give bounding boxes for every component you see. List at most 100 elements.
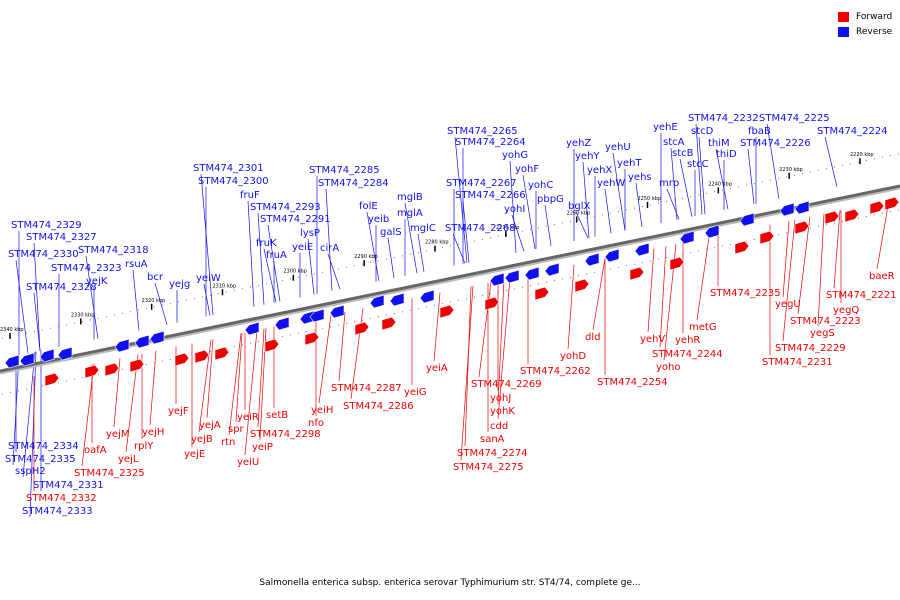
gene-connector <box>33 292 41 351</box>
gene-label-reverse: STM474_2226 <box>740 138 811 149</box>
gene-block <box>759 230 775 245</box>
gene-connector <box>85 255 99 339</box>
gene-label-forward: STM474_2244 <box>652 349 723 360</box>
gene-label-reverse: STM474_2285 <box>309 165 380 176</box>
gene-label-forward: yohD <box>560 351 586 362</box>
gene-label-reverse: yeiW <box>196 273 221 284</box>
gene-connector <box>125 354 139 453</box>
gene-label-reverse: STM474_2301 <box>193 163 264 174</box>
gene-label-reverse: mglB <box>397 192 423 203</box>
scale-ticks: 2340 kbp 2330 kbp 2320 kbp 2310 kbp 2300 kbp… <box>0 152 899 395</box>
gene-label-forward: yegU <box>775 299 801 310</box>
gene-label-forward: yohJ <box>490 393 511 404</box>
gene-label-forward: yejM <box>106 429 129 440</box>
gene-label-reverse: STM474_2328 <box>26 282 97 293</box>
gene-label-reverse: STM474_2232 <box>688 113 759 124</box>
gene-connector <box>544 204 552 246</box>
gene-labels: STM474_2329STM474_2327STM474_2330STM474_… <box>5 113 897 517</box>
gene-label-reverse: STM474_2224 <box>817 126 888 137</box>
gene-connector <box>659 246 667 348</box>
gene-connector <box>604 188 612 234</box>
gene-block <box>669 256 685 271</box>
gene-label-reverse: STM474_2264 <box>455 137 526 148</box>
gene-connector <box>575 211 589 239</box>
gene-label-forward: yegQ <box>833 305 859 316</box>
legend-forward: Forward <box>838 9 892 24</box>
gene-connector <box>833 210 841 289</box>
gene-block <box>734 240 750 255</box>
gene-label-forward: STM474_2269 <box>471 379 542 390</box>
gene-connector <box>824 136 838 188</box>
gene-label-reverse: rsuA <box>125 259 148 270</box>
gene-connector <box>747 148 755 205</box>
gene-block <box>194 349 210 364</box>
gene-label-forward: sanA <box>480 434 505 445</box>
tick-label: 2290 kbp <box>354 254 378 260</box>
gene-block <box>439 304 455 319</box>
gene-label-reverse: STM474_2266 <box>455 190 526 201</box>
tick-label: 2280 kbp <box>425 240 449 246</box>
gene-block <box>534 286 550 301</box>
gene-blocks <box>4 196 900 387</box>
gene-block <box>629 266 645 281</box>
gene-block <box>584 252 600 267</box>
gene-label-reverse: mrp <box>659 178 679 189</box>
gene-label-reverse: fbaB <box>748 126 771 137</box>
gene-connector <box>612 152 626 231</box>
gene-label-reverse: STM474_2335 <box>5 454 76 465</box>
gene-label-reverse: fruF <box>240 190 260 201</box>
gene-connector <box>228 333 242 436</box>
gene-label-reverse: STM474_2267 <box>446 178 517 189</box>
gene-block <box>44 372 60 387</box>
gene-label-reverse: yehs <box>628 172 652 183</box>
gene-block <box>824 210 840 225</box>
gene-label-reverse: STM474_2268 <box>445 223 516 234</box>
gene-label-reverse: yejg <box>169 279 190 290</box>
gene-connector <box>522 174 536 250</box>
gene-block <box>504 269 520 284</box>
gene-label-forward: yegS <box>810 328 835 339</box>
gene-label-reverse: cirA <box>320 243 339 254</box>
gene-block <box>39 348 55 363</box>
gene-block <box>174 352 190 367</box>
gene-label-reverse: STM474_2333 <box>22 506 93 517</box>
gene-block <box>794 220 810 235</box>
gene-connector <box>244 330 258 456</box>
gene-connector <box>33 242 41 351</box>
gene-label-reverse: STM474_2327 <box>26 232 97 243</box>
gene-connector <box>113 358 121 428</box>
gene-label-reverse: thiD <box>716 149 737 160</box>
gene-label-reverse: STM474_2265 <box>447 126 518 137</box>
gene-label-reverse: galS <box>380 227 402 238</box>
map-caption: Salmonella enterica subsp. enterica sero… <box>259 578 641 588</box>
gene-label-reverse: STM474_2318 <box>78 245 149 256</box>
tick-label: 2240 kbp <box>708 181 732 187</box>
gene-label-forward: STM474_2298 <box>250 429 321 440</box>
gene-connector <box>695 123 703 215</box>
gene-connector <box>647 248 655 333</box>
gene-connector <box>149 350 157 426</box>
gene-block <box>244 321 260 336</box>
gene-connector <box>817 213 825 327</box>
gene-label-reverse: yehY <box>575 151 600 162</box>
gene-label-forward: oafA <box>84 445 107 456</box>
gene-block <box>489 272 505 287</box>
gene-connector <box>132 269 140 331</box>
gene-label-reverse: STM474_2334 <box>8 441 79 452</box>
gene-block <box>604 248 620 263</box>
gene-connector <box>797 216 811 315</box>
gene-label-reverse: STM474_2331 <box>33 480 104 491</box>
gene-label-reverse: thiM <box>708 138 730 149</box>
legend-reverse: Reverse <box>838 24 892 39</box>
gene-block <box>19 352 35 367</box>
gene-connector <box>203 283 211 316</box>
gene-connector <box>454 136 468 264</box>
gene-connector <box>462 200 470 263</box>
gene-connector <box>478 282 492 378</box>
tick-label: 2300 kbp <box>283 269 307 275</box>
gene-connector <box>338 312 346 382</box>
gene-label-forward: rplY <box>134 441 154 452</box>
tick-label: 2260 kbp <box>567 210 591 216</box>
gene-connector <box>464 286 472 447</box>
